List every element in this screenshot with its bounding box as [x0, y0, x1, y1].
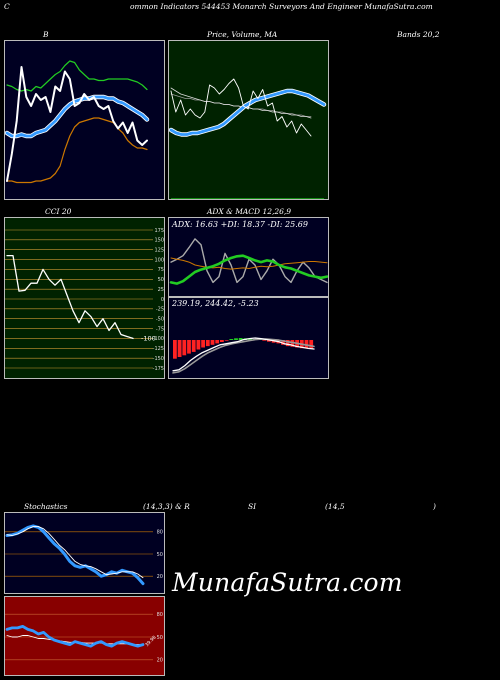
cci-tick-label: -125 — [153, 346, 164, 352]
rsi-tick-label: 80 — [157, 612, 163, 618]
macd-histogram-bar — [187, 340, 191, 354]
price-title: Price, Volume, MA — [207, 30, 278, 39]
macd-histogram-bar — [238, 338, 243, 340]
cci-tick-label: -25 — [156, 307, 164, 313]
macd-histogram-bar — [205, 340, 210, 347]
macd-values-text: 239.19, 244.42, -5.23 — [172, 299, 259, 308]
stoch-tick-label: 50 — [157, 552, 163, 558]
stoch-k-line — [5, 524, 145, 586]
macd-histogram-bar — [229, 339, 234, 340]
cci-tick-label: 0 — [161, 297, 164, 303]
macd-histogram-bar — [177, 340, 182, 357]
bb-title-left: B — [43, 30, 49, 39]
macd-chart — [172, 337, 315, 374]
cci-title: CCI 20 — [45, 207, 72, 216]
macd-histogram-bar — [182, 340, 187, 356]
plus-di-line — [169, 254, 328, 285]
price-ma-blue-outline — [169, 88, 327, 137]
macd-histogram-bar — [234, 338, 238, 340]
stochastics-panel: 80 50 20 — [4, 512, 165, 594]
cci-tick-label: -175 — [153, 366, 164, 372]
price-ma-panel — [168, 40, 329, 200]
price-ma-chart — [169, 78, 327, 199]
rsi-line — [5, 624, 145, 648]
rsi-tick-label: 20 — [157, 658, 163, 664]
cci-tick-label: -150 — [153, 356, 164, 362]
macd-panel: 239.19, 244.42, -5.23 — [168, 297, 329, 379]
bb-middle-band — [5, 95, 149, 138]
macd-histogram-bar — [173, 340, 177, 359]
adx-line — [170, 238, 328, 284]
macd-histogram-bar — [191, 340, 196, 352]
price-line — [170, 78, 312, 137]
cci-tick-label: 150 — [154, 238, 164, 244]
macd-histogram-bar — [215, 340, 220, 344]
stoch-d-line — [6, 526, 144, 579]
cci-tick-label: 175 — [154, 228, 164, 234]
page-title-text: ommon Indicators 544453 Monarch Surveyor… — [130, 2, 433, 11]
bollinger-panel — [4, 40, 165, 200]
cci-tick-label: -50 — [156, 317, 164, 323]
macd-histogram-bar — [290, 340, 295, 347]
bb-upper-band — [6, 60, 148, 92]
cci-line — [6, 254, 134, 340]
adx-values-text: ADX: 16.63 +DI: 18.37 -DI: 25.69 — [172, 220, 308, 229]
rsi-params: (14,5 — [325, 502, 345, 511]
stoch-params: (14,3,3) & R — [143, 502, 190, 511]
adx-macd-title: ADX & MACD 12,26,9 — [207, 207, 292, 216]
macd-histogram-bar — [309, 340, 314, 349]
bb-title-right: Bands 20,2 — [397, 30, 440, 39]
cci-panel: 175 150 125 100 75 50 25 0 -25 -50 -75 -100 -125 -150… — [4, 217, 165, 379]
price-ma-blue — [169, 89, 326, 136]
cci-tick-label: 100 — [154, 257, 164, 263]
stoch-tick-label: 80 — [157, 530, 163, 536]
macd-histogram-bar — [224, 340, 229, 341]
macd-line — [172, 337, 315, 372]
macd-histogram-bar — [248, 338, 252, 340]
macd-histogram-bar — [196, 340, 201, 350]
rsi-chart: 80 50 20 39.98 — [5, 612, 163, 664]
macd-signal-line — [172, 338, 315, 374]
rsi-title: SI — [248, 502, 257, 511]
cci-tick-label: 75 — [158, 267, 164, 273]
rsi-tick-label: 50 — [157, 635, 163, 641]
macd-histogram-bar — [267, 340, 271, 342]
macd-histogram-bar — [262, 340, 267, 341]
page-title: C — [4, 2, 10, 11]
macd-histogram-bar — [285, 340, 290, 347]
rsi-last-value: 39.98 — [144, 635, 157, 648]
bollinger-chart — [5, 60, 150, 184]
adx-panel: ADX: 16.63 +DI: 18.37 -DI: 25.69 — [168, 217, 329, 297]
macd-histogram-bar — [201, 340, 205, 348]
stoch-title: Stochastics — [24, 502, 68, 511]
adx-chart — [169, 238, 328, 285]
watermark: MunafaSutra.com — [172, 568, 403, 597]
bb-lower-band — [6, 117, 148, 184]
stoch-tick-label: 20 — [157, 574, 163, 580]
cci-chart: 1751501251007550250-25-50-75-100-125-150… — [5, 228, 164, 372]
rsi-panel: 80 50 20 39.98 — [4, 596, 165, 676]
cci-tick-label: 50 — [158, 277, 164, 283]
stochastics-chart: 80 50 20 — [5, 524, 163, 586]
minus-di-line — [170, 257, 328, 270]
cci-tick-label: -75 — [156, 326, 164, 332]
macd-histogram-bar — [210, 340, 215, 345]
cci-tick-label: 125 — [154, 248, 164, 254]
page-title-initial: C — [4, 2, 10, 11]
bb-price-line — [6, 66, 148, 182]
rsi-params-close: ) — [433, 502, 436, 511]
macd-histogram-bar — [281, 340, 285, 345]
cci-tick-label: 25 — [158, 287, 164, 293]
cci-tick-label: -100 — [153, 336, 164, 342]
macd-histogram-bar — [220, 340, 224, 342]
cci-last-value: -100 — [141, 334, 156, 342]
